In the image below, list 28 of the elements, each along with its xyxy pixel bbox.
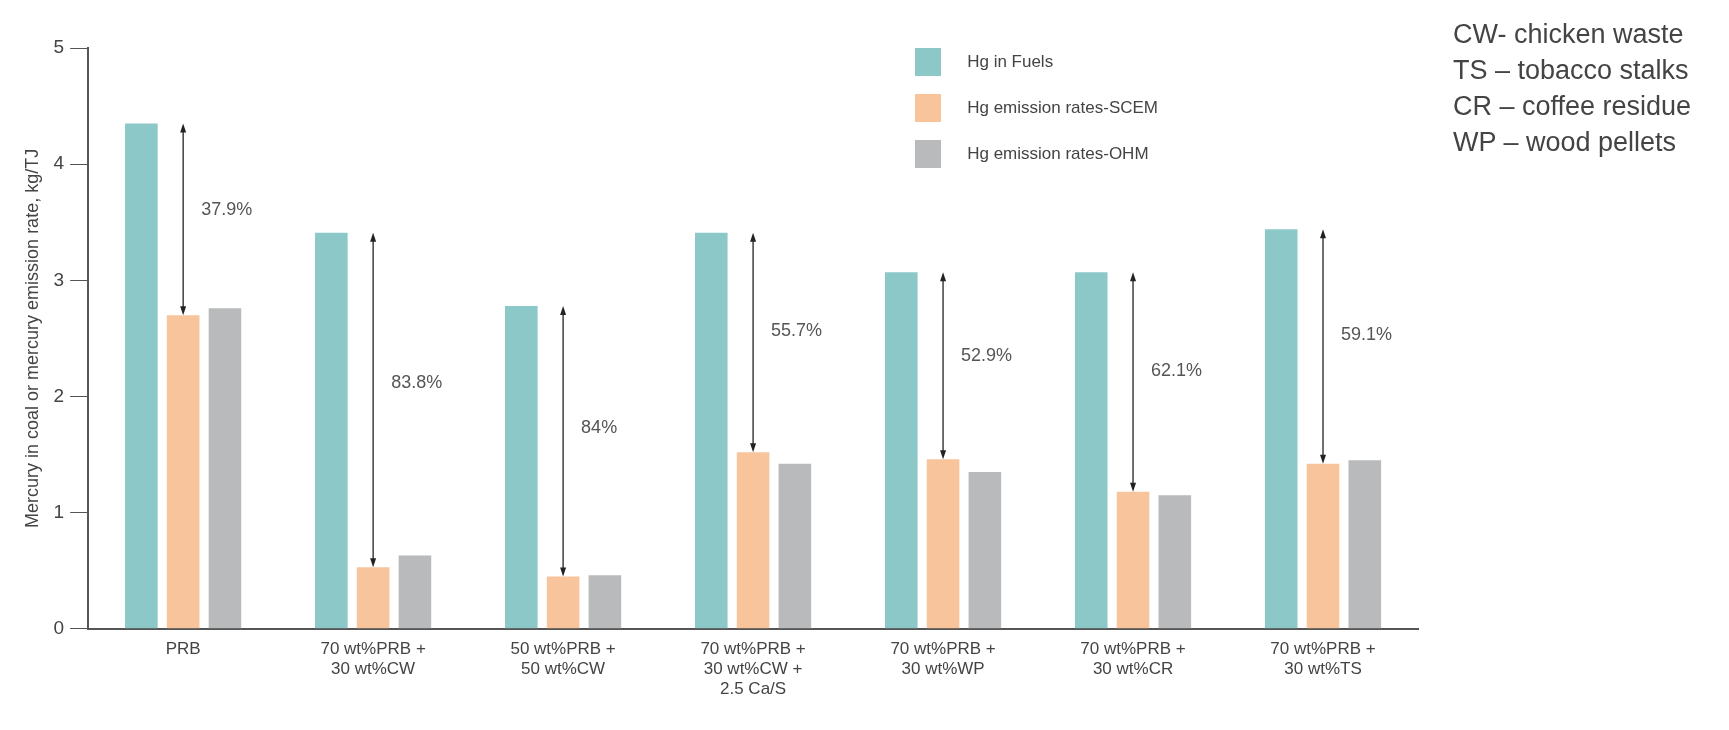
y-tick-label: 3: [53, 268, 65, 290]
annotation: 52.9%: [961, 345, 1013, 366]
x-tick-label: 70 wt%PRB + 30 wt%CW + 2.5 Ca/S: [700, 638, 806, 699]
x-tick-label: PRB: [165, 638, 201, 658]
x-tick-label: 70 wt%PRB + 30 wt%TS: [1270, 638, 1376, 679]
x-tick-label: 70 wt%PRB + 30 wt%WP: [890, 638, 996, 679]
y-tick-label: 1: [53, 500, 65, 522]
x-tick-label: 50 wt%PRB + 50 wt%CW: [510, 638, 616, 679]
x-tick-label: 70 wt%PRB + 30 wt%CR: [1080, 638, 1186, 679]
legend-label: Hg emission rates-OHM: [967, 144, 1149, 164]
legend-label: Hg in Fuels: [967, 52, 1054, 72]
annotation: 62.1%: [1151, 359, 1203, 380]
y-tick-label: 5: [53, 36, 65, 58]
text: CW- chicken waste: [1453, 18, 1685, 51]
annotation: 55.7%: [771, 320, 823, 341]
x-tick-label: 70 wt%PRB + 30 wt%CW: [320, 638, 426, 679]
y-tick-label: 4: [53, 152, 65, 174]
y-axis-title: Mercury in coal or mercury emission rate, kg/TJ: [21, 148, 42, 528]
legend-label: Hg emission rates-SCEM: [967, 98, 1158, 118]
annotation: 83.8%: [391, 372, 443, 393]
text: TS – tobacco stalks: [1453, 54, 1690, 87]
text: CR – coffee residue: [1453, 90, 1692, 123]
text: WP – wood pellets: [1453, 126, 1678, 159]
y-tick-label: 0: [53, 617, 65, 639]
y-tick-label: 2: [53, 384, 65, 406]
annotation: 59.1%: [1341, 323, 1393, 344]
annotation: 37.9%: [201, 198, 253, 219]
annotation: 84%: [581, 416, 618, 437]
